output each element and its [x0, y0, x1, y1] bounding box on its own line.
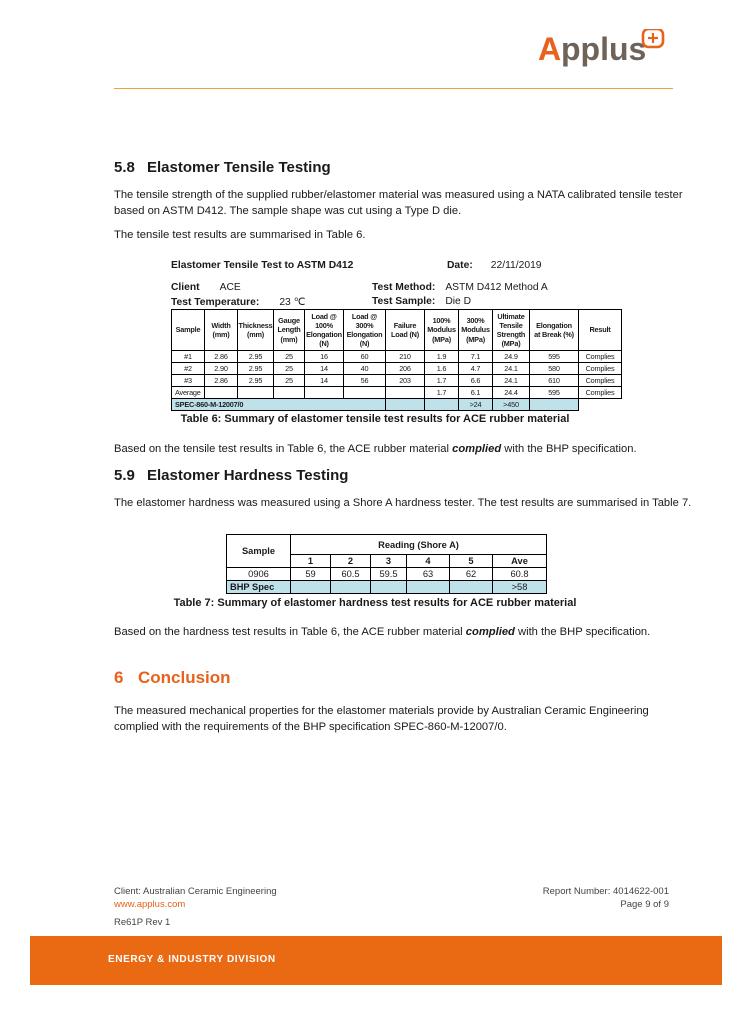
- svg-text:A: A: [538, 31, 561, 67]
- svg-text:pplus: pplus: [561, 31, 646, 67]
